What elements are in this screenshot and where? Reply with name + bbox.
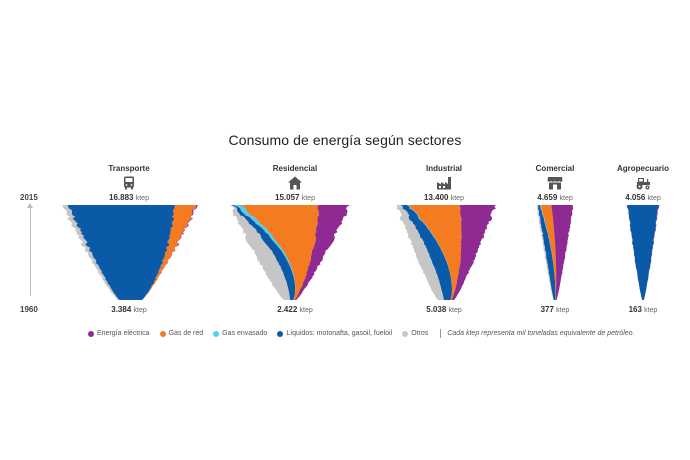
sector-name-industrial: Industrial [425, 164, 462, 173]
sector-name-residencial: Residencial [272, 164, 318, 173]
stream-electrica-residencial [294, 205, 350, 300]
legend-label-electrica: Energía eléctrica [97, 330, 150, 337]
stream-otros-residencial [230, 205, 290, 300]
legend-swatch-gas-red [159, 330, 166, 337]
stream-gas-red-transporte [142, 205, 197, 300]
legend-item-gas-red: Gas de red [159, 330, 204, 337]
stream-electrica-industrial [451, 205, 497, 300]
stream-gas-red-residencial [239, 205, 320, 300]
stream-electrica-agropecuario [643, 205, 660, 300]
legend-swatch-liquidos [277, 330, 284, 337]
stream-transporte [62, 205, 198, 300]
store-icon [547, 177, 563, 190]
legend-note: Cada ktep representa mil toneladas equiv… [447, 330, 635, 337]
total-1960-residencial: 2.422 ktep [277, 305, 313, 314]
stream-otros-comercial [536, 205, 554, 300]
legend-label-otros: Otros [411, 330, 429, 337]
legend-item-otros: Otros [402, 330, 428, 337]
time-axis-line [30, 206, 31, 296]
sector-name-agropecuario: Agropecuario [616, 164, 669, 173]
legend-item-gas-envasado: Gas envasado [213, 330, 267, 337]
factory-icon [437, 177, 451, 190]
year-start-label: 1960 [20, 305, 38, 314]
legend-swatch-gas-envasado [213, 330, 220, 337]
total-1960-industrial: 5.038 ktep [426, 305, 462, 314]
stream-comercial [536, 205, 574, 300]
stream-otros-industrial [395, 205, 445, 300]
total-2015-comercial: 4.659 ktep [537, 193, 573, 202]
total-2015-residencial: 15.057 ktep [275, 193, 315, 202]
stream-agropecuario [626, 205, 660, 300]
house-icon [288, 176, 302, 190]
legend-separator [440, 329, 442, 338]
stream-industrial [395, 205, 497, 300]
legend-label-liquidos: Líquidos: motonafta, gasoil, fueloil [286, 330, 393, 337]
sector-name-comercial: Comercial [535, 164, 575, 173]
stream-residencial [230, 205, 350, 300]
stream-liquidos-transporte [67, 205, 175, 300]
total-1960-transporte: 3.384 ktep [111, 305, 147, 314]
legend-label-gas-envasado: Gas envasado [222, 330, 268, 337]
tractor-icon [636, 178, 650, 190]
legend-swatch-otros [402, 330, 409, 337]
year-end-label: 2015 [20, 193, 38, 202]
stream-liquidos-agropecuario [626, 205, 659, 300]
legend-item-liquidos: Líquidos: motonafta, gasoil, fueloil [277, 330, 392, 337]
stream-electrica-transporte [142, 205, 198, 300]
stream-otros-transporte [62, 205, 120, 300]
stream-electrica-comercial [551, 205, 574, 300]
total-2015-agropecuario: 4.056 ktep [625, 193, 661, 202]
stream-liquidos-industrial [401, 205, 453, 300]
chart-title: Consumo de energía según sectores [228, 132, 462, 148]
total-1960-agropecuario: 163 ktep [628, 305, 658, 314]
stream-gas-red-comercial [540, 205, 557, 300]
legend-label-gas-red: Gas de red [168, 330, 204, 337]
sector-name-transporte: Transporte [108, 164, 150, 173]
time-axis-arrow [27, 203, 33, 208]
total-2015-industrial: 13.400 ktep [424, 193, 464, 202]
legend: Energía eléctrica Gas de red Gas envasad… [88, 329, 635, 338]
legend-swatch-electrica [88, 330, 94, 337]
total-2015-transporte: 16.883 ktep [109, 193, 149, 202]
total-1960-comercial: 377 ktep [540, 305, 570, 314]
stream-gas-envasado-residencial [233, 205, 296, 300]
bus-icon [124, 176, 134, 190]
stream-liquidos-comercial [538, 205, 556, 300]
stream-liquidos-residencial [231, 205, 296, 300]
legend-item-electrica: Energía eléctrica [88, 330, 150, 337]
stream-gas-red-industrial [408, 205, 462, 300]
